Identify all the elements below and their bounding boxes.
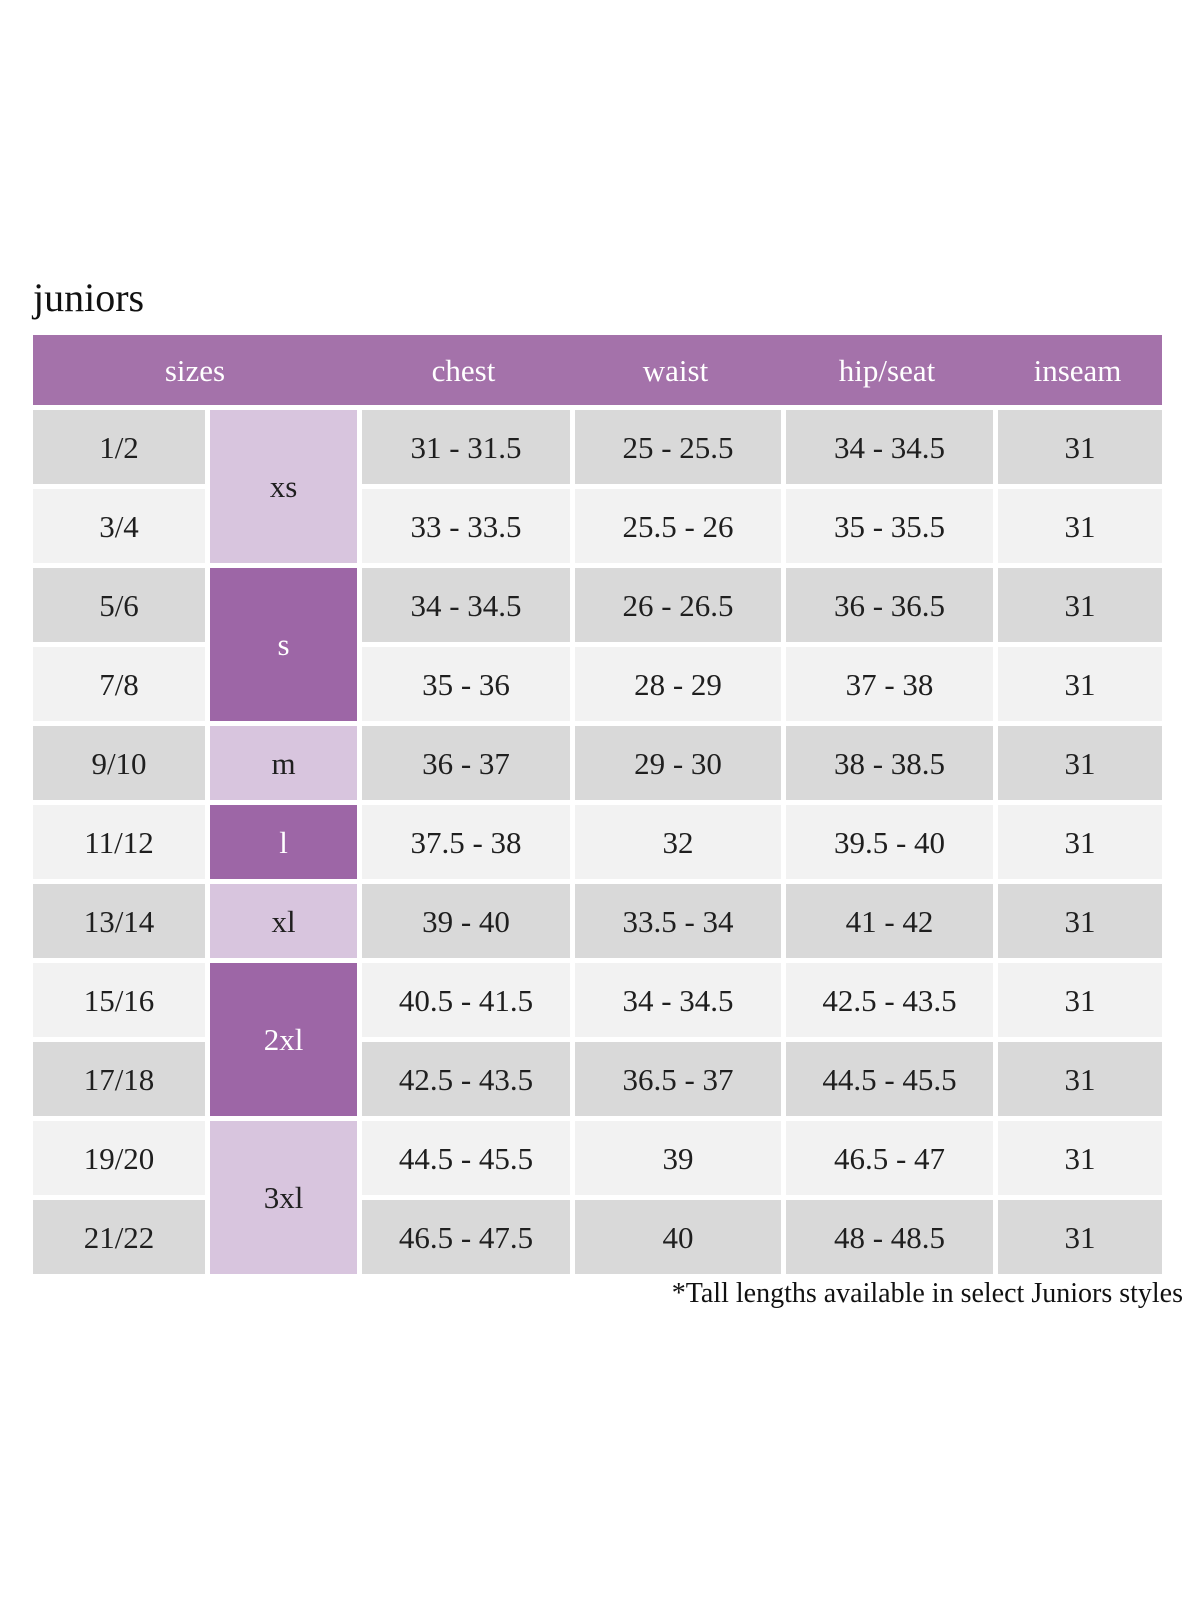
inseam-cell: 31 [998,1200,1162,1274]
chest-cell: 35 - 36 [362,647,570,721]
inseam-cell: 31 [998,568,1162,642]
hip-seat-cell: 39.5 - 40 [786,805,993,879]
waist-cell: 25 - 25.5 [575,410,781,484]
hip-seat-cell: 38 - 38.5 [786,726,993,800]
inseam-cell: 31 [998,1042,1162,1116]
waist-cell: 34 - 34.5 [575,963,781,1037]
hip-seat-cell: 34 - 34.5 [786,410,993,484]
size-cell: 19/20 [33,1121,205,1195]
table-header-row: sizes chest waist hip/seat inseam [33,335,1162,405]
size-table-body: 1/2 31 - 31.5 25 - 25.5 34 - 34.5 31 3/4 33 - … [33,410,1162,1274]
size-cell: 9/10 [33,726,205,800]
hip-seat-cell: 46.5 - 47 [786,1121,993,1195]
waist-cell: 33.5 - 34 [575,884,781,958]
size-cell: 1/2 [33,410,205,484]
inseam-cell: 31 [998,410,1162,484]
column-header-inseam: inseam [1033,352,1122,388]
inseam-cell: 31 [998,489,1162,563]
footnote: *Tall lengths available in select Junior… [671,1278,1183,1309]
chest-cell: 33 - 33.5 [362,489,570,563]
column-header-waist: waist [642,352,709,388]
chest-cell: 31 - 31.5 [362,410,570,484]
hip-seat-cell: 37 - 38 [786,647,993,721]
size-cell: 17/18 [33,1042,205,1116]
inseam-cell: 31 [998,884,1162,958]
chest-cell: 37.5 - 38 [362,805,570,879]
waist-cell: 28 - 29 [575,647,781,721]
chest-cell: 46.5 - 47.5 [362,1200,570,1274]
size-group-cell: s [210,568,357,721]
hip-seat-cell: 41 - 42 [786,884,993,958]
size-group-cell: 3xl [210,1121,357,1274]
page-title: juniors [33,275,145,320]
inseam-cell: 31 [998,726,1162,800]
waist-cell: 32 [575,805,781,879]
size-cell: 7/8 [33,647,205,721]
hip-seat-cell: 36 - 36.5 [786,568,993,642]
juniors-size-chart: sizes chest waist hip/seat inseam 1/2 31 … [33,335,1162,1274]
waist-cell: 29 - 30 [575,726,781,800]
inseam-cell: 31 [998,1121,1162,1195]
size-cell: 11/12 [33,805,205,879]
waist-cell: 36.5 - 37 [575,1042,781,1116]
size-cell: 5/6 [33,568,205,642]
column-header-sizes: sizes [164,352,226,388]
size-group-cell: 2xl [210,963,357,1116]
column-header-chest: chest [431,352,496,388]
size-cell: 3/4 [33,489,205,563]
size-group-cell: m [210,726,357,800]
hip-seat-cell: 44.5 - 45.5 [786,1042,993,1116]
size-group-cell: xs [210,410,357,563]
waist-cell: 25.5 - 26 [575,489,781,563]
size-cell: 15/16 [33,963,205,1037]
waist-cell: 39 [575,1121,781,1195]
chest-cell: 34 - 34.5 [362,568,570,642]
chest-cell: 42.5 - 43.5 [362,1042,570,1116]
size-group-cell: l [210,805,357,879]
waist-cell: 40 [575,1200,781,1274]
inseam-cell: 31 [998,805,1162,879]
size-group-cell: xl [210,884,357,958]
chest-cell: 44.5 - 45.5 [362,1121,570,1195]
waist-cell: 26 - 26.5 [575,568,781,642]
inseam-cell: 31 [998,647,1162,721]
inseam-cell: 31 [998,963,1162,1037]
size-cell: 13/14 [33,884,205,958]
hip-seat-cell: 35 - 35.5 [786,489,993,563]
column-header-hip-seat: hip/seat [838,352,936,388]
size-cell: 21/22 [33,1200,205,1274]
hip-seat-cell: 42.5 - 43.5 [786,963,993,1037]
chest-cell: 36 - 37 [362,726,570,800]
chest-cell: 39 - 40 [362,884,570,958]
hip-seat-cell: 48 - 48.5 [786,1200,993,1274]
chest-cell: 40.5 - 41.5 [362,963,570,1037]
